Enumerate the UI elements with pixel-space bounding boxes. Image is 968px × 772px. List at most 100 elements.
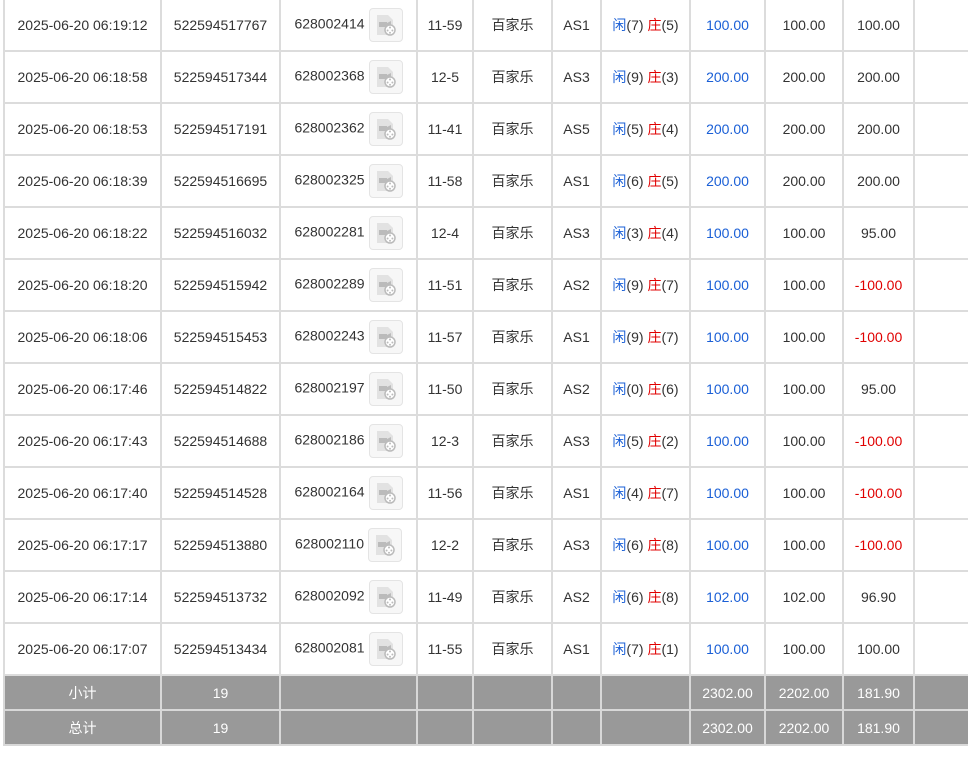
video-replay-icon[interactable] — [368, 632, 403, 666]
valid-amount: 200.00 — [764, 50, 844, 104]
shoe: 11-58 — [416, 154, 474, 208]
extra-cell — [913, 50, 968, 104]
round-cell: 628002197 — [279, 362, 418, 416]
game-type: 百家乐 — [472, 258, 553, 312]
table-row: 2025-06-20 06:19:12 522594517767 628002414… — [3, 0, 968, 52]
game-type: 百家乐 — [472, 0, 553, 52]
game-type: 百家乐 — [472, 414, 553, 468]
win-amount: 200.00 — [842, 50, 915, 104]
table-name: AS2 — [551, 362, 602, 416]
player-label: 闲 — [612, 277, 627, 293]
bet-id: 522594515453 — [160, 310, 281, 364]
video-replay-icon[interactable] — [368, 580, 403, 614]
bet-amount: 102.00 — [689, 570, 766, 624]
table-name: AS3 — [551, 518, 602, 572]
player-label: 闲 — [612, 537, 627, 553]
win-amount: 100.00 — [842, 0, 915, 52]
table-name: AS1 — [551, 466, 602, 520]
banker-label: 庄 — [647, 381, 662, 397]
round-cell: 628002186 — [279, 414, 418, 468]
bet-id: 522594516695 — [160, 154, 281, 208]
shoe: 12-3 — [416, 414, 474, 468]
table-row: 2025-06-20 06:17:43 522594514688 628002186… — [3, 414, 968, 468]
win-amount: -100.00 — [842, 518, 915, 572]
video-replay-icon[interactable] — [368, 372, 403, 406]
table-row: 2025-06-20 06:17:07 522594513434 628002081… — [3, 622, 968, 676]
round-cell: 628002164 — [279, 466, 418, 520]
win-amount: -100.00 — [842, 258, 915, 312]
video-replay-icon[interactable] — [368, 476, 403, 510]
subtotal-label: 小计 — [3, 674, 162, 711]
table-row: 2025-06-20 06:18:22 522594516032 628002281… — [3, 206, 968, 260]
video-replay-icon[interactable] — [368, 112, 403, 146]
shoe: 12-5 — [416, 50, 474, 104]
bet-time: 2025-06-20 06:17:46 — [3, 362, 162, 416]
banker-points: (7) — [661, 277, 679, 293]
result: 闲(9) 庄(3) — [600, 50, 691, 104]
valid-amount: 100.00 — [764, 0, 844, 52]
video-replay-icon[interactable] — [368, 528, 403, 562]
player-label: 闲 — [612, 433, 627, 449]
win-amount: 200.00 — [842, 102, 915, 156]
extra-cell — [913, 570, 968, 624]
win-amount: 96.90 — [842, 570, 915, 624]
video-replay-icon[interactable] — [368, 60, 403, 94]
extra-cell — [913, 102, 968, 156]
bet-id: 522594514688 — [160, 414, 281, 468]
shoe: 12-4 — [416, 206, 474, 260]
player-label: 闲 — [612, 381, 627, 397]
game-type: 百家乐 — [472, 102, 553, 156]
banker-label: 庄 — [647, 225, 662, 241]
video-replay-icon[interactable] — [368, 424, 403, 458]
bet-id: 522594513880 — [160, 518, 281, 572]
banker-points: (7) — [661, 329, 679, 345]
banker-label: 庄 — [647, 329, 662, 345]
bet-id: 522594514528 — [160, 466, 281, 520]
video-replay-icon[interactable] — [368, 320, 403, 354]
round-id: 628002325 — [294, 171, 365, 188]
table-row: 2025-06-20 06:17:14 522594513732 628002092… — [3, 570, 968, 624]
extra-cell — [913, 518, 968, 572]
video-replay-icon[interactable] — [368, 8, 403, 42]
banker-label: 庄 — [647, 485, 662, 501]
banker-label: 庄 — [647, 589, 662, 605]
bet-time: 2025-06-20 06:19:12 — [3, 0, 162, 52]
round-cell: 628002362 — [279, 102, 418, 156]
extra-cell — [913, 362, 968, 416]
banker-label: 庄 — [647, 17, 662, 33]
player-label: 闲 — [612, 329, 627, 345]
valid-amount: 200.00 — [764, 102, 844, 156]
banker-points: (7) — [661, 485, 679, 501]
total-win: 181.90 — [842, 709, 915, 746]
round-id: 628002197 — [294, 379, 365, 396]
bet-time: 2025-06-20 06:17:07 — [3, 622, 162, 676]
bet-time: 2025-06-20 06:17:17 — [3, 518, 162, 572]
game-type: 百家乐 — [472, 518, 553, 572]
player-points: (0) — [626, 381, 644, 397]
result: 闲(9) 庄(7) — [600, 310, 691, 364]
subtotal-win: 181.90 — [842, 674, 915, 711]
valid-amount: 100.00 — [764, 362, 844, 416]
win-amount: 200.00 — [842, 154, 915, 208]
video-replay-icon[interactable] — [368, 164, 403, 198]
bet-id: 522594515942 — [160, 258, 281, 312]
banker-label: 庄 — [647, 641, 662, 657]
game-type: 百家乐 — [472, 310, 553, 364]
round-cell: 628002368 — [279, 50, 418, 104]
video-replay-icon[interactable] — [368, 216, 403, 250]
table-name: AS3 — [551, 414, 602, 468]
bet-time: 2025-06-20 06:17:14 — [3, 570, 162, 624]
total-valid: 2202.00 — [764, 709, 844, 746]
player-points: (3) — [626, 225, 644, 241]
bet-id: 522594517191 — [160, 102, 281, 156]
round-id: 628002281 — [294, 223, 365, 240]
win-amount: -100.00 — [842, 310, 915, 364]
banker-label: 庄 — [647, 173, 662, 189]
video-replay-icon[interactable] — [368, 268, 403, 302]
round-id: 628002081 — [294, 639, 365, 656]
player-points: (6) — [626, 589, 644, 605]
banker-points: (5) — [661, 173, 679, 189]
table-name: AS3 — [551, 50, 602, 104]
table-name: AS2 — [551, 570, 602, 624]
result: 闲(7) 庄(5) — [600, 0, 691, 52]
